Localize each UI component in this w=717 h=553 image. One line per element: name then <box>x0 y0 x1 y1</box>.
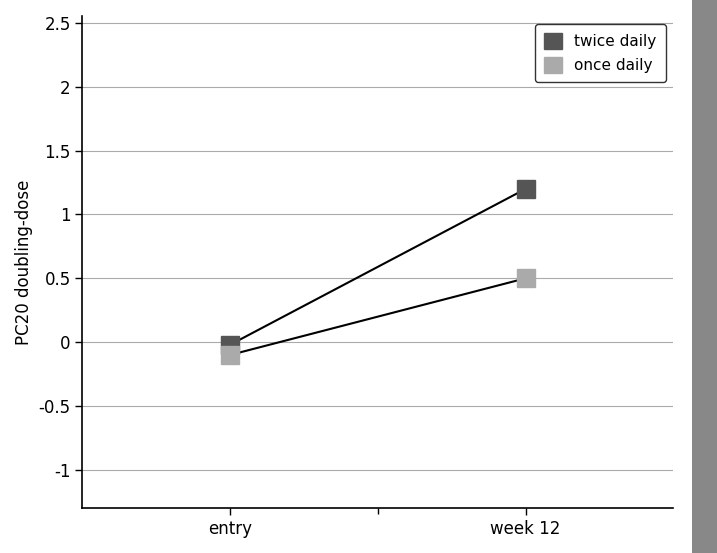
Y-axis label: PC20 doubling-dose: PC20 doubling-dose <box>15 180 33 345</box>
Legend: twice daily, once daily: twice daily, once daily <box>535 24 665 82</box>
